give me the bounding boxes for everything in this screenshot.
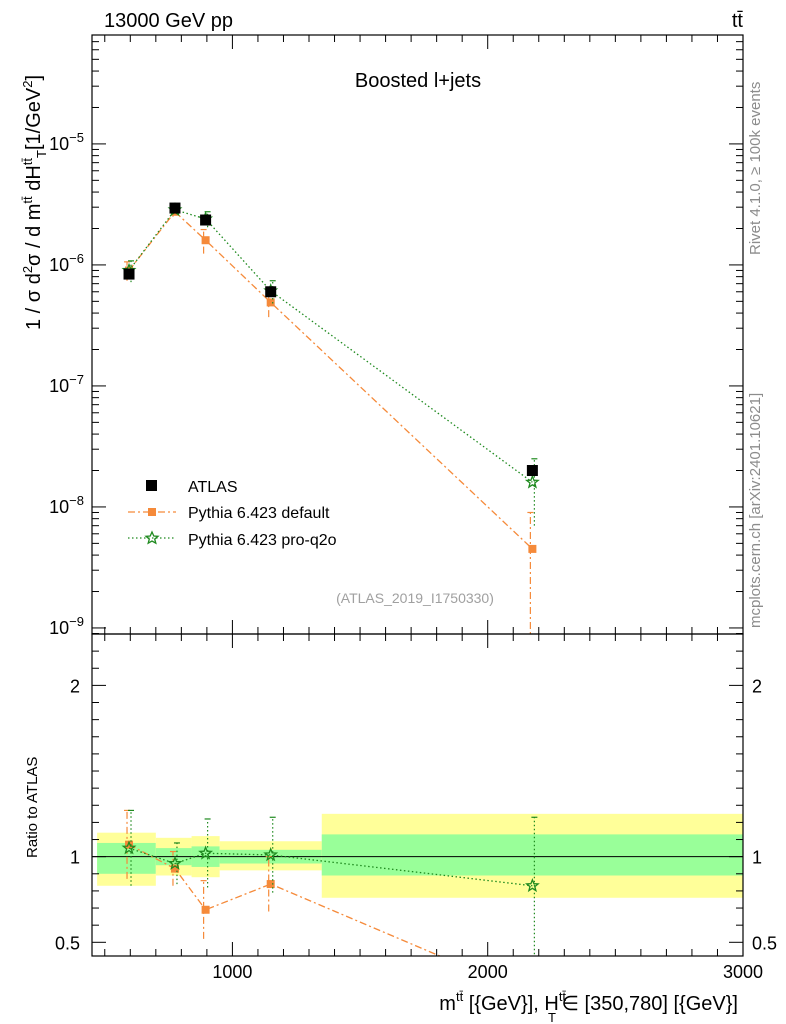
legend-label-pythia-default: Pythia 6.423 default [188, 505, 330, 522]
series-line-1 [128, 210, 533, 550]
x-tick-label: 1000 [212, 962, 252, 982]
header-right-title: tt̄ [732, 10, 744, 32]
ratio-y-tick-label: 0.5 [55, 933, 80, 953]
data-point-atlas [169, 202, 181, 214]
data-point-pythia-default [528, 544, 537, 553]
ratio-panel: 1000 2000 3000 0.5 0.5 1 1 2 2 [55, 633, 777, 982]
ratio-point-pythia-proq2o [263, 847, 279, 862]
ratio-y-axis-title: Ratio to ATLAS [24, 757, 41, 858]
y-tick-label: 10−5 [49, 130, 84, 154]
ratio-point-pythia-proq2o [198, 845, 214, 860]
legend-marker-pythia-default [148, 508, 156, 516]
header-left-title: 13000 GeV pp [104, 10, 233, 32]
ratio-y-tick-label-right: 2 [752, 676, 762, 696]
series-line-2 [128, 209, 533, 483]
main-y-axis-title: 1 / σ d2σ / d mtt̄ dHtt̄T[1/GeV2] [20, 75, 49, 330]
rivet-label: Rivet 4.1.0, ≥ 100k events [747, 82, 764, 255]
legend-label-atlas: ATLAS [188, 479, 238, 496]
x-tick-label: 2000 [468, 962, 508, 982]
data-point-atlas [526, 465, 538, 477]
ratio-y-tick-label: 2 [70, 676, 80, 696]
data-point-pythia-default [201, 236, 210, 245]
data-point-atlas [123, 268, 135, 280]
ratio-point-pythia-default [125, 840, 134, 849]
legend: ATLAS Pythia 6.423 default Pythia 6.423 … [128, 479, 337, 549]
data-point-pythia-proq2o [524, 474, 540, 489]
y-tick-label: 10−7 [49, 372, 84, 396]
y-tick-label: 10−9 [49, 614, 84, 638]
x-axis-title: mtt̄ [{GeV}], Htt̄ T ∈ [350,780] [{GeV}] [439, 989, 738, 1024]
data-point-atlas [200, 214, 212, 226]
mcplots-label: mcplots.cern.ch [arXiv:2401.10621] [747, 393, 764, 628]
legend-label-pythia-proq2o: Pythia 6.423 pro-q2o [188, 532, 337, 549]
ratio-point-pythia-proq2o [524, 877, 540, 893]
ratio-line-2 [128, 847, 533, 887]
data-point-atlas [265, 286, 277, 298]
ratio-point-pythia-default [170, 864, 179, 873]
ratio-y-tick-label-right: 0.5 [752, 933, 777, 953]
legend-marker-atlas [146, 480, 157, 491]
data-point-pythia-default [266, 298, 275, 307]
x-tick-label: 3000 [723, 962, 763, 982]
analysis-id: (ATLAS_2019_I1750330) [336, 590, 494, 606]
y-tick-label: 10−8 [49, 493, 84, 517]
y-tick-label: 10−6 [49, 251, 84, 275]
legend-marker-pythia-proq2o [144, 530, 160, 545]
ratio-point-pythia-default [266, 880, 275, 889]
ratio-point-pythia-proq2o [121, 840, 137, 855]
ratio-y-tick-label: 1 [70, 848, 80, 868]
ratio-point-pythia-default [201, 905, 210, 914]
plot-title: Boosted l+jets [355, 70, 481, 92]
ratio-band-inner [321, 834, 743, 876]
ratio-y-tick-label-right: 1 [752, 848, 762, 868]
ratio-frame [91, 633, 744, 957]
ratio-line-1 [128, 844, 442, 956]
main-panel: 10−5 10−6 10−7 10−8 10−9 Boosted l+jets (ATL… [49, 34, 744, 638]
ratio-point-pythia-proq2o [167, 855, 183, 870]
